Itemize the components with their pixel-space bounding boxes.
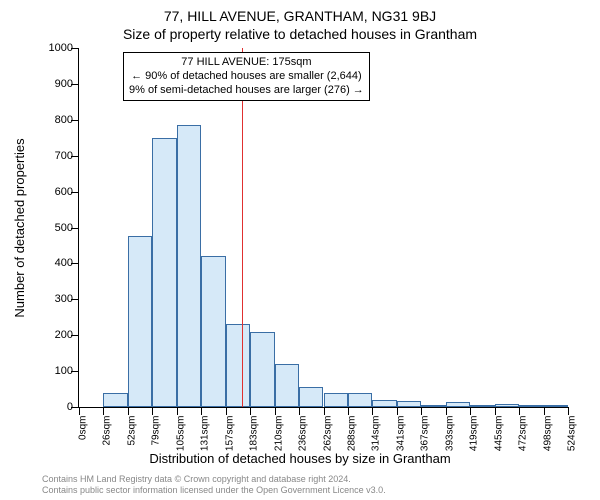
y-tick-label: 900 [35,78,73,90]
x-tick [470,407,471,415]
x-tick [177,407,178,415]
x-tick-label: 26sqm [102,416,113,446]
x-tick-label: 262sqm [322,416,333,452]
y-tick-label: 500 [35,222,73,234]
info-box: 77 HILL AVENUE: 175sqm← 90% of detached … [123,52,370,101]
x-tick-label: 314sqm [371,416,382,452]
plot-area: 010020030040050060070080090010000sqm26sq… [78,48,568,408]
x-tick [275,407,276,415]
x-tick [128,407,129,415]
x-tick [348,407,349,415]
histogram-bar [226,324,250,407]
chart-container: { "chart": { "type": "histogram", "super… [0,0,600,500]
y-tick-label: 600 [35,186,73,198]
x-tick [226,407,227,415]
x-tick [568,407,569,415]
x-tick-label: 393sqm [444,416,455,452]
x-tick-label: 0sqm [78,416,89,440]
copyright-text: Contains HM Land Registry data © Crown c… [42,474,386,496]
histogram-bar [128,236,152,407]
x-tick-label: 210sqm [273,416,284,452]
histogram-bar [201,256,225,407]
x-axis-label: Distribution of detached houses by size … [0,451,600,466]
histogram-bar [446,402,470,407]
y-tick-label: 300 [35,293,73,305]
x-tick [544,407,545,415]
x-tick-label: 341sqm [395,416,406,452]
x-tick [421,407,422,415]
x-tick-label: 445sqm [493,416,504,452]
x-tick-label: 419sqm [469,416,480,452]
y-tick-label: 100 [35,365,73,377]
x-tick-label: 105sqm [175,416,186,452]
x-tick [519,407,520,415]
x-tick-label: 236sqm [298,416,309,452]
x-tick [103,407,104,415]
x-tick-label: 288sqm [346,416,357,452]
x-tick-label: 157sqm [224,416,235,452]
histogram-bar [103,393,127,407]
x-tick [372,407,373,415]
x-tick [446,407,447,415]
histogram-bar [152,138,176,407]
histogram-bar [177,125,201,407]
x-tick [397,407,398,415]
y-tick-label: 800 [35,114,73,126]
histogram-bar [250,332,274,407]
histogram-bar [495,404,519,407]
x-tick [201,407,202,415]
histogram-bar [348,393,372,407]
x-tick [324,407,325,415]
x-tick [299,407,300,415]
histogram-bar [275,364,299,407]
histogram-bar [324,393,348,407]
x-tick-label: 131sqm [200,416,211,452]
x-tick-label: 367sqm [420,416,431,452]
x-tick [79,407,80,415]
x-tick [495,407,496,415]
copyright-line-1: Contains HM Land Registry data © Crown c… [42,474,386,485]
chart-title: Size of property relative to detached ho… [0,26,600,42]
x-tick-label: 524sqm [567,416,578,452]
x-tick [250,407,251,415]
x-tick-label: 52sqm [126,416,137,446]
x-tick-label: 498sqm [542,416,553,452]
y-tick-label: 1000 [35,42,73,54]
histogram-bar [421,405,445,407]
chart-supertitle: 77, HILL AVENUE, GRANTHAM, NG31 9BJ [0,8,600,24]
marker-line [242,48,243,407]
info-box-line-3: 9% of semi-detached houses are larger (2… [129,84,364,98]
x-tick [152,407,153,415]
y-axis-label: Number of detached properties [12,138,27,317]
histogram-bar [299,387,323,407]
y-tick-label: 200 [35,329,73,341]
histogram-bar [470,405,494,407]
info-box-line-2: ← 90% of detached houses are smaller (2,… [129,70,364,84]
y-tick-label: 700 [35,150,73,162]
histogram-bar [544,405,568,407]
x-tick-label: 183sqm [249,416,260,452]
y-tick-label: 400 [35,257,73,269]
info-box-line-1: 77 HILL AVENUE: 175sqm [129,56,364,70]
histogram-bar [372,400,396,407]
x-tick-label: 79sqm [151,416,162,446]
histogram-bar [397,401,421,407]
x-tick-label: 472sqm [518,416,529,452]
histogram-bar [519,405,543,407]
copyright-line-2: Contains public sector information licen… [42,485,386,496]
y-tick-label: 0 [35,401,73,413]
